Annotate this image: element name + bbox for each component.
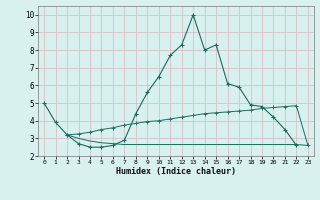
X-axis label: Humidex (Indice chaleur): Humidex (Indice chaleur) xyxy=(116,167,236,176)
